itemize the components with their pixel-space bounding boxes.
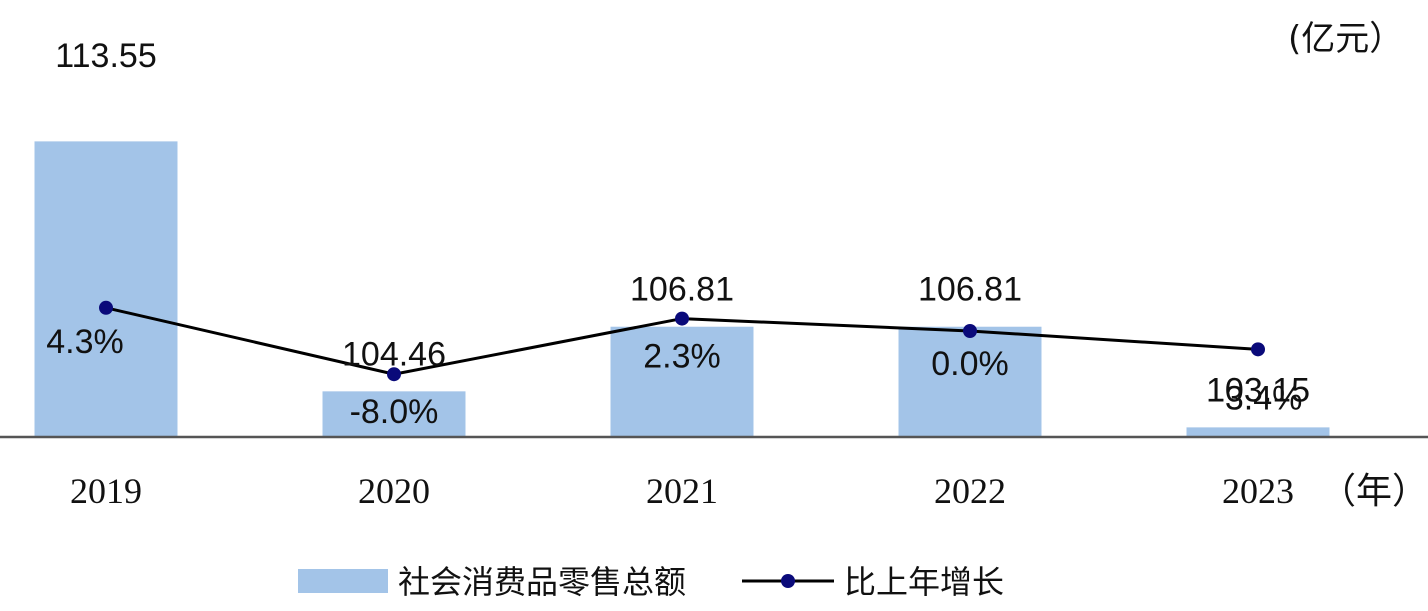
bar <box>898 326 1042 437</box>
x-tick-label: 2022 <box>934 471 1006 511</box>
growth-label: 4.3% <box>46 323 124 361</box>
legend: 社会消费品零售总额 比上年增长 <box>298 563 1004 601</box>
bar-value-label: 106.81 <box>630 271 734 309</box>
y-unit-label: (亿元） <box>1288 19 1403 59</box>
bar <box>1186 427 1330 437</box>
bar-value-label: 106.81 <box>918 271 1022 309</box>
legend-bar-swatch <box>298 569 388 593</box>
legend-bar-label: 社会消费品零售总额 <box>398 563 686 601</box>
line-point <box>387 367 401 382</box>
bar <box>610 326 754 437</box>
bar <box>34 141 178 437</box>
growth-label: 2.3% <box>643 338 721 376</box>
line-layer <box>99 300 1265 382</box>
labels-layer: 113.55 2019 104.46 2020 106.81 2021 106.81 2022… <box>46 37 1310 511</box>
bar-value-label: 103.15 <box>1206 371 1310 409</box>
legend-line-label: 比上年增长 <box>844 563 1004 601</box>
growth-label: 0.0% <box>931 345 1009 383</box>
growth-label: -3.4% <box>1214 379 1303 417</box>
growth-label: -8.0% <box>350 393 439 431</box>
bar <box>322 391 466 437</box>
x-tick-label: 2019 <box>70 471 142 511</box>
line-point <box>99 300 113 315</box>
x-tick-label: 2021 <box>646 471 718 511</box>
line-point <box>675 311 689 326</box>
line-point <box>1251 342 1265 357</box>
line-point <box>963 324 977 338</box>
legend-line-marker <box>781 574 795 588</box>
x-unit-label: （年） <box>1320 471 1428 511</box>
x-tick-label: 2020 <box>358 471 430 511</box>
bar-value-label: 113.55 <box>55 37 156 75</box>
bar-value-label: 104.46 <box>342 335 446 373</box>
bars-layer <box>34 141 1330 437</box>
x-tick-label: 2023 <box>1222 471 1294 511</box>
